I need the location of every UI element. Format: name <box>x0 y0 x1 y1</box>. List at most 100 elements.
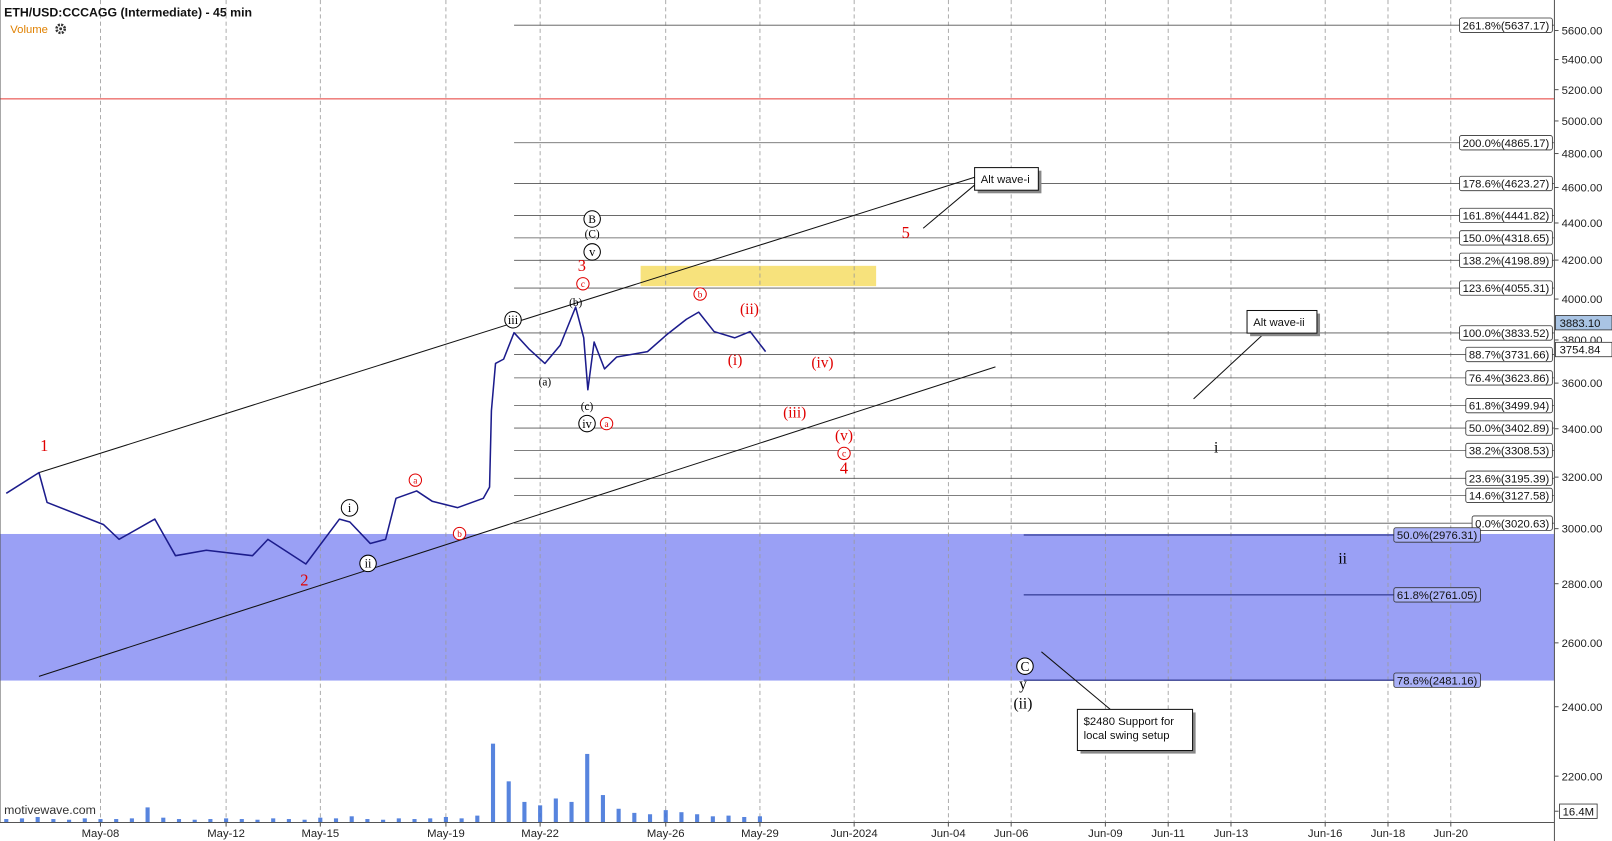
y-tick-label: 4600.00 <box>1562 183 1603 195</box>
fib-label: 76.4%(3623.86) <box>1469 373 1550 385</box>
wave-label: iii <box>508 313 519 327</box>
y-tick-label: 2400.00 <box>1562 702 1603 714</box>
volume-bar <box>176 819 182 823</box>
fib-label-box <box>1393 587 1481 603</box>
fib-label: 14.6%(3127.58) <box>1469 491 1550 503</box>
wave-label: 3 <box>578 256 586 275</box>
volume-bar <box>428 818 433 823</box>
y-tick-label: 3400.00 <box>1562 424 1603 436</box>
wave-label: a <box>605 420 609 430</box>
volume-bar <box>459 818 464 823</box>
fib-label: 100.0%(3833.52) <box>1463 328 1550 340</box>
volume-bar <box>333 818 339 823</box>
volume-bar <box>506 781 511 823</box>
fib-label-box <box>1465 487 1553 504</box>
trendline <box>38 366 996 677</box>
x-tick-label: May-22 <box>521 828 559 840</box>
fib-label-box <box>1393 527 1481 543</box>
volume-bar <box>412 819 417 823</box>
callout-box <box>974 167 1039 191</box>
volume-bar <box>396 818 401 823</box>
wave-circle <box>452 526 467 541</box>
volume-bar <box>129 818 134 823</box>
fib-label: 200.0%(4865.17) <box>1463 138 1550 150</box>
volume-bar <box>51 819 56 823</box>
callout-pointer <box>1041 651 1111 710</box>
volume-bar <box>145 807 150 823</box>
volume-bar <box>224 818 229 823</box>
volume-bar <box>271 818 276 823</box>
fib-label-box <box>1465 442 1553 459</box>
wave-label: ii <box>1338 551 1347 568</box>
wave-label: (a) <box>539 376 552 388</box>
wave-label: (C) <box>585 228 600 240</box>
fib-label-box <box>1459 17 1553 33</box>
volume-bar <box>114 819 119 823</box>
fib-label-box <box>1471 515 1553 531</box>
callout-text: Alt wave-i <box>981 174 1030 186</box>
watermark: motivewave.com <box>4 803 96 817</box>
y-tick-label: 5000.00 <box>1562 116 1603 128</box>
y-tick-label: 2800.00 <box>1562 579 1603 591</box>
fib-label-box <box>1459 207 1553 224</box>
callout-box <box>1076 708 1194 752</box>
wave-label: i <box>1214 440 1218 457</box>
volume-value-label: 16.4M <box>1563 806 1594 818</box>
volume-bar <box>710 816 715 823</box>
x-tick-label: Jun-20 <box>1434 828 1469 840</box>
volume-bar <box>757 816 762 823</box>
volume-bar <box>82 818 87 823</box>
volume-bar <box>443 816 448 823</box>
x-tick-label: May-19 <box>427 828 465 840</box>
price-line <box>5 306 767 565</box>
volume-bar <box>67 819 72 823</box>
wave-label: c <box>842 450 846 460</box>
wave-circle <box>578 414 596 433</box>
volume-bar <box>742 816 747 823</box>
x-tick-label: May-12 <box>207 828 245 840</box>
wave-label: (i) <box>728 352 743 369</box>
fib-label: 78.6%(2481.16) <box>1397 675 1478 687</box>
wave-label: i <box>348 501 352 515</box>
y-tick-label: 5600.00 <box>1562 26 1603 38</box>
volume-bar <box>522 801 527 823</box>
fib-label-box <box>1393 672 1481 688</box>
fib-label: 161.8%(4441.82) <box>1463 211 1550 223</box>
x-tick-label: Jun-13 <box>1214 828 1249 840</box>
fib-label: 150.0%(4318.65) <box>1463 233 1550 245</box>
fib-label: 61.8%(3499.94) <box>1469 401 1550 413</box>
wave-label: (v) <box>835 427 853 444</box>
wave-label: y <box>1019 676 1027 693</box>
volume-bar <box>553 798 558 823</box>
volume-bar <box>4 819 9 823</box>
y-tick-label: 3600.00 <box>1562 378 1603 390</box>
wave-label: 5 <box>902 223 910 242</box>
fib-label: 88.7%(3731.66) <box>1469 350 1550 362</box>
volume-bar <box>679 812 684 823</box>
volume-bar <box>632 812 637 823</box>
fib-label-box <box>1465 470 1553 486</box>
callout-box <box>1246 309 1318 334</box>
callout-text: local swing setup <box>1084 730 1170 742</box>
volume-value-box <box>1559 803 1598 819</box>
fib-label: 61.8%(2761.05) <box>1397 590 1478 602</box>
fib-label: 178.6%(4623.27) <box>1463 179 1550 191</box>
wave-circle <box>408 473 423 487</box>
wave-circle <box>693 287 707 301</box>
fib-label-box <box>1459 252 1553 268</box>
x-tick-label: Jun-04 <box>931 828 966 840</box>
volume-bar <box>569 801 574 823</box>
price-label: 3883.10 <box>1560 318 1601 330</box>
volume-bar <box>35 816 40 823</box>
volume-bar <box>585 753 590 823</box>
y-tick-label: 5400.00 <box>1562 55 1603 67</box>
y-tick-label: 4800.00 <box>1562 149 1603 161</box>
volume-bar <box>663 810 668 823</box>
x-tick-label: Jun-11 <box>1151 828 1185 840</box>
y-tick-label: 3200.00 <box>1562 472 1603 484</box>
y-tick-label: 4200.00 <box>1562 255 1603 267</box>
volume-bar <box>695 814 700 823</box>
